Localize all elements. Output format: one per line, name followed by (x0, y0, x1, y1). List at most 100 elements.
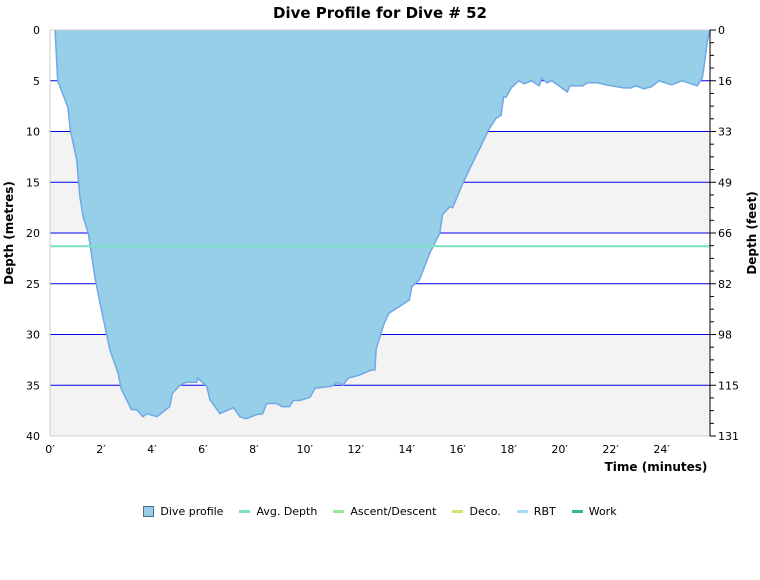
dive-profile-area (55, 30, 711, 419)
y-axis-right-label: Depth (feet) (745, 191, 759, 274)
data-point (495, 117, 497, 119)
x-tick-label: 24′ (653, 443, 670, 456)
legend: Dive profile Avg. Depth Ascent/Descent D… (0, 505, 760, 518)
y-tick-label: 40 (26, 430, 40, 443)
y-right-tick-label: 131 (718, 430, 739, 443)
data-point (330, 385, 333, 387)
data-point (266, 402, 268, 405)
legend-swatch (143, 506, 155, 517)
data-point (418, 279, 421, 281)
y-tick-label: 25 (26, 278, 40, 291)
data-point (87, 232, 89, 234)
data-point (383, 323, 385, 325)
legend-item-work[interactable]: Work (571, 505, 617, 518)
legend-swatch (333, 510, 345, 513)
legend-label: Work (588, 505, 617, 518)
data-point (587, 82, 589, 84)
data-point (209, 398, 211, 401)
x-tick-label: 20′ (551, 443, 568, 456)
x-tick-label: 6′ (198, 443, 208, 456)
data-point (142, 416, 144, 418)
data-point (630, 87, 632, 89)
data-point (179, 384, 181, 386)
data-point (388, 312, 390, 314)
data-point (67, 106, 69, 108)
x-axis-label: Time (minutes) (605, 460, 708, 474)
data-point (171, 392, 173, 394)
y-tick-label: 5 (33, 75, 40, 88)
x-tick-label: 2′ (96, 443, 106, 456)
data-point (671, 84, 673, 86)
data-point (197, 377, 199, 379)
data-point (650, 86, 652, 88)
data-point (130, 409, 133, 411)
legend-swatch (516, 510, 528, 513)
y-right-tick-label: 98 (718, 329, 732, 342)
data-point (299, 399, 301, 402)
legend-swatch (571, 510, 583, 513)
data-point (76, 159, 78, 161)
data-point (429, 252, 431, 254)
data-point (449, 206, 451, 208)
data-point (696, 85, 698, 87)
data-point (99, 302, 101, 304)
data-point (597, 82, 599, 84)
data-point (701, 77, 703, 79)
data-point (136, 409, 138, 411)
data-point (120, 388, 122, 390)
data-point (441, 214, 444, 216)
data-point (704, 59, 706, 62)
data-point (531, 80, 533, 82)
x-tick-label: 0′ (45, 443, 55, 456)
data-point (239, 416, 241, 418)
data-point (500, 114, 502, 116)
dive-profile-chart: Dive Profile for Dive # 52 0 5 10 15 20 25 30 3… (2, 4, 759, 474)
y-axis-label: Depth (metres) (2, 181, 16, 285)
data-point (232, 406, 235, 409)
data-point (69, 129, 71, 132)
data-point (487, 129, 489, 132)
x-tick-label: 16′ (449, 443, 466, 456)
data-point (658, 80, 660, 82)
legend-item-avg-depth[interactable]: Avg. Depth (239, 505, 317, 518)
data-point (643, 88, 645, 90)
y-right-tick-label: 49 (718, 176, 732, 189)
data-point (472, 161, 474, 163)
y-right-tick-label: 115 (718, 379, 739, 392)
data-point (347, 377, 349, 379)
data-point (219, 413, 221, 415)
data-point (581, 85, 584, 87)
data-point (541, 77, 543, 79)
x-tick-label: 8′ (249, 443, 259, 456)
data-point (245, 418, 247, 420)
data-point (523, 83, 525, 85)
data-point (255, 414, 258, 416)
legend-swatch (239, 510, 251, 513)
data-point (374, 369, 376, 371)
data-point (109, 349, 111, 351)
legend-swatch (452, 510, 464, 513)
legend-item-rbt[interactable]: RBT (516, 505, 556, 518)
data-point (411, 286, 413, 288)
data-point (156, 416, 158, 418)
data-point (538, 85, 540, 87)
data-point (408, 299, 410, 301)
x-tick-label: 22′ (602, 443, 619, 456)
data-point (262, 413, 264, 415)
legend-label: Dive profile (160, 505, 224, 518)
data-point (94, 276, 96, 278)
legend-item-ascent-descent[interactable]: Ascent/Descent (333, 505, 436, 518)
data-point (314, 387, 316, 389)
y-right-tick-label: 66 (718, 227, 732, 240)
data-point (292, 399, 294, 402)
data-point (551, 80, 553, 82)
data-point (604, 84, 607, 86)
data-point (505, 96, 507, 98)
y-tick-label: 0 (33, 24, 40, 37)
legend-item-deco[interactable]: Deco. (452, 505, 501, 518)
legend-item-dive-profile[interactable]: Dive profile (143, 505, 223, 518)
data-point (185, 381, 187, 383)
data-point (502, 96, 505, 98)
y-tick-label: 20 (26, 227, 40, 240)
